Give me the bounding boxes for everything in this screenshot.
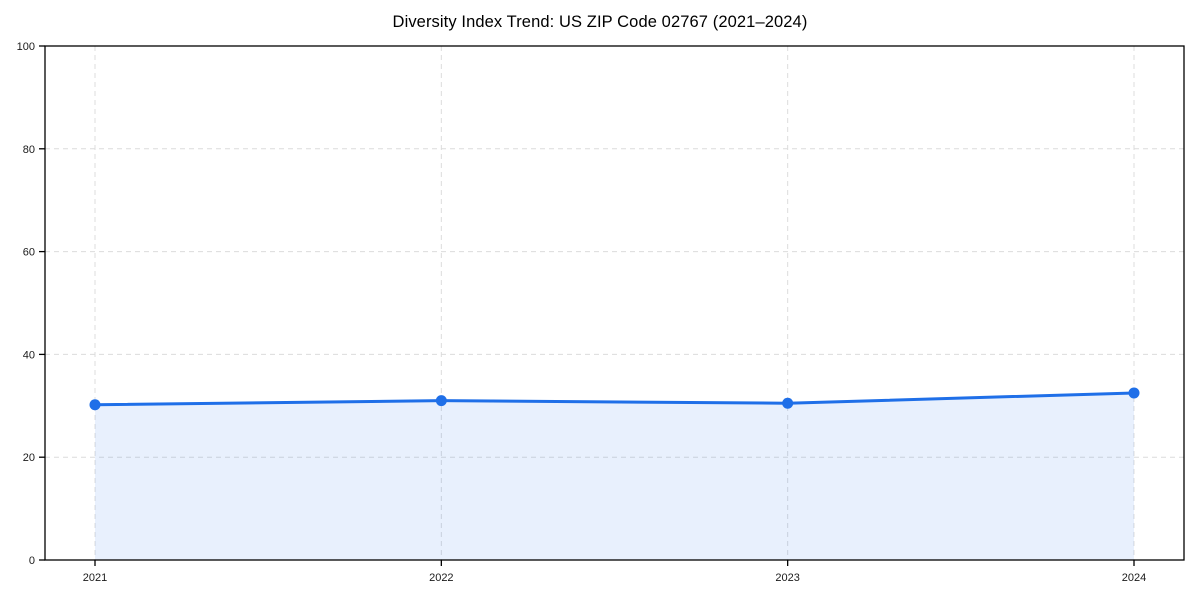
data-point <box>89 399 101 411</box>
y-tick-label: 100 <box>17 41 35 53</box>
data-point <box>435 395 447 407</box>
x-tick-label: 2022 <box>429 572 453 584</box>
data-point <box>782 397 794 409</box>
area-fill <box>95 392 1134 560</box>
x-tick-label: 2021 <box>83 572 107 584</box>
chart-title: Diversity Index Trend: US ZIP Code 02767… <box>392 13 808 31</box>
trend-line <box>93 391 1136 407</box>
x-tick-label: 2024 <box>1122 572 1146 584</box>
y-tick-label: 80 <box>23 144 35 156</box>
y-tick-label: 20 <box>23 452 35 464</box>
y-tick-label: 60 <box>23 247 35 259</box>
plot-border <box>44 45 1185 561</box>
y-tick-label: 0 <box>29 555 35 567</box>
x-tick-label: 2023 <box>775 572 799 584</box>
data-point <box>1128 387 1140 399</box>
y-tick-label: 40 <box>23 349 35 361</box>
